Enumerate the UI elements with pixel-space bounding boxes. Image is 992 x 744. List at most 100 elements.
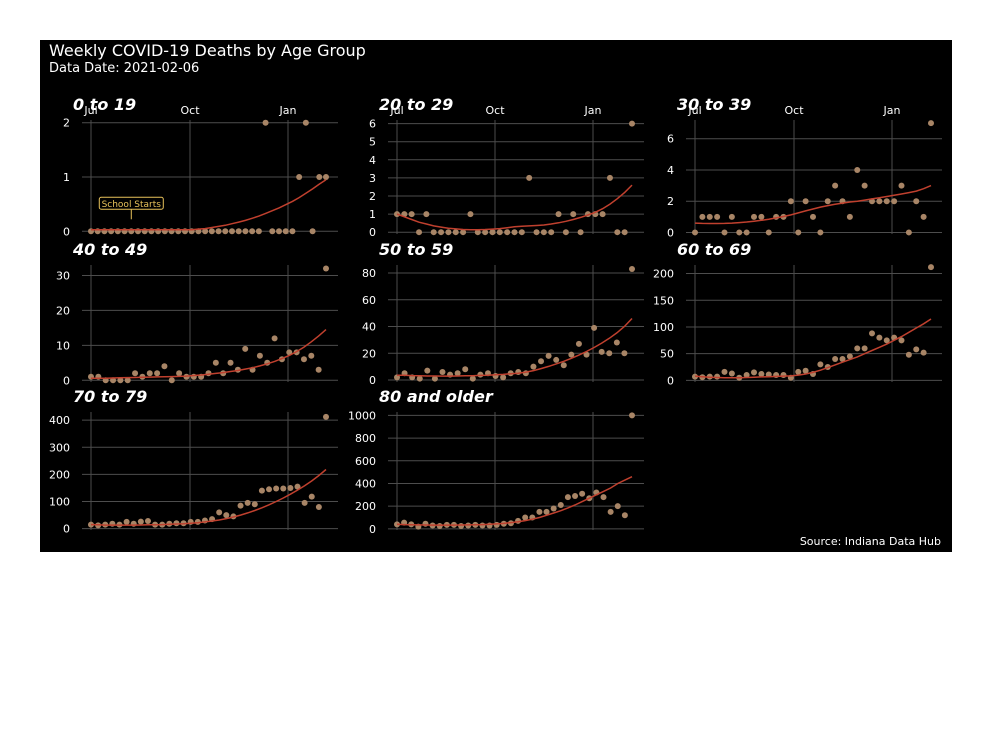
data-point xyxy=(758,213,765,220)
data-point xyxy=(572,492,579,499)
trend-line xyxy=(694,318,932,379)
data-point xyxy=(424,367,431,374)
y-tick-label: 2 xyxy=(63,117,70,130)
data-point xyxy=(533,229,540,236)
data-point xyxy=(452,229,459,236)
data-point xyxy=(802,198,809,205)
data-point xyxy=(891,198,898,205)
data-point xyxy=(132,370,139,377)
data-point xyxy=(518,229,525,236)
data-point xyxy=(308,493,315,500)
trend-line xyxy=(91,179,327,231)
data-point xyxy=(928,264,934,271)
data-point xyxy=(88,521,94,528)
y-tick-label: 0 xyxy=(369,374,376,387)
data-point xyxy=(117,377,124,384)
data-point xyxy=(613,339,620,346)
data-point xyxy=(562,229,569,236)
data-point xyxy=(445,229,452,236)
data-point xyxy=(621,229,628,236)
data-point xyxy=(536,508,543,515)
data-point xyxy=(714,213,721,220)
data-point xyxy=(300,356,307,363)
data-point xyxy=(765,229,772,236)
y-tick-label: 50 xyxy=(660,348,674,361)
data-point xyxy=(824,198,831,205)
figure-panel: Weekly COVID-19 Deaths by Age Group Data… xyxy=(40,40,952,552)
data-point xyxy=(706,213,713,220)
data-point xyxy=(540,229,547,236)
data-point xyxy=(323,265,329,272)
data-point xyxy=(736,229,743,236)
data-point xyxy=(543,508,550,515)
data-point xyxy=(555,211,562,218)
y-tick-label: 0 xyxy=(667,374,674,387)
y-tick-label: 0 xyxy=(369,226,376,239)
data-point xyxy=(212,359,219,366)
annotation-box xyxy=(98,196,164,210)
data-point xyxy=(577,229,584,236)
data-point xyxy=(474,229,481,236)
data-point xyxy=(553,356,560,363)
facet-2: 0 1 2 3 4 5 6 Jul Oct Jan 20 to 29 xyxy=(369,95,644,239)
data-point xyxy=(251,501,258,508)
data-point xyxy=(817,361,824,368)
data-point xyxy=(869,330,875,337)
y-tick-label: 400 xyxy=(49,414,70,427)
data-point xyxy=(229,228,235,235)
data-point xyxy=(462,366,469,373)
data-point xyxy=(223,512,230,519)
facet-title: 40 to 49 xyxy=(72,240,147,259)
data-point xyxy=(202,228,209,235)
data-point xyxy=(780,372,787,379)
data-point xyxy=(721,229,728,236)
data-point xyxy=(606,350,613,357)
data-point xyxy=(316,174,323,180)
data-point xyxy=(614,229,621,236)
data-point xyxy=(215,228,222,235)
data-point xyxy=(258,487,265,494)
y-tick-label: 1 xyxy=(369,208,376,221)
data-point xyxy=(489,229,496,236)
data-point xyxy=(607,508,614,515)
data-point xyxy=(898,182,905,189)
facet-1: 0 1 2 Jul Oct Jan 0 to 19 School Starts xyxy=(63,95,338,238)
data-point xyxy=(883,198,890,205)
data-point xyxy=(109,520,116,527)
facet-3: 0 2 4 6 Jul Oct Jan 30 to 39 xyxy=(667,95,942,239)
y-tick-label: 20 xyxy=(56,304,70,317)
month-tick-label: Jan xyxy=(883,104,901,117)
month-tick-label: Jul xyxy=(687,104,701,117)
data-point xyxy=(282,228,289,235)
data-point xyxy=(854,345,861,352)
data-point xyxy=(123,518,130,525)
data-point xyxy=(458,523,465,530)
data-point xyxy=(205,370,212,377)
data-point xyxy=(469,375,476,382)
data-point xyxy=(276,228,282,235)
data-point xyxy=(454,370,461,377)
data-point xyxy=(692,229,698,236)
data-point xyxy=(460,229,467,236)
y-tick-label: 40 xyxy=(362,321,376,334)
month-tick-label: Oct xyxy=(485,104,505,117)
data-point xyxy=(511,229,518,236)
y-tick-label: 6 xyxy=(369,118,376,131)
data-point xyxy=(296,174,303,180)
data-point xyxy=(124,377,131,384)
data-point xyxy=(600,494,607,501)
data-point xyxy=(249,228,256,235)
y-tick-label: 1000 xyxy=(348,409,376,422)
data-point xyxy=(479,522,486,529)
data-point xyxy=(920,349,927,356)
data-point xyxy=(802,367,809,374)
data-point xyxy=(560,362,567,369)
data-point xyxy=(614,503,621,510)
data-point xyxy=(496,229,503,236)
y-tick-label: 100 xyxy=(49,496,70,509)
data-point xyxy=(146,370,153,377)
data-point xyxy=(568,351,575,358)
data-point xyxy=(743,229,750,236)
